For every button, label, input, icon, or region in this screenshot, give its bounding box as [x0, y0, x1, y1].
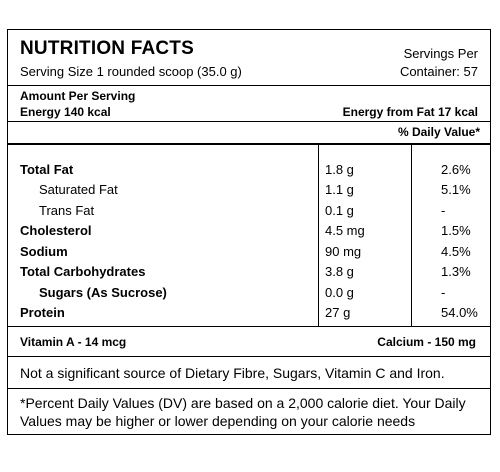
energy-from-fat: Energy from Fat 17 kcal	[342, 105, 478, 119]
nutrient-amount: 4.5 mg	[325, 223, 365, 238]
nutrient-name: Trans Fat	[39, 203, 95, 218]
divider	[8, 388, 490, 389]
vitamin-a: Vitamin A - 14 mcg	[20, 335, 127, 349]
nutrient-dv: -	[441, 285, 446, 300]
daily-value-header: % Daily Value*	[397, 125, 480, 139]
servings-per-line1: Servings Per	[403, 46, 478, 61]
divider	[8, 143, 490, 145]
nutrient-amount: 1.1 g	[325, 182, 354, 197]
nutrient-dv: 5.1%	[441, 182, 471, 197]
footnote: *Percent Daily Values (DV) are based on …	[20, 395, 466, 429]
nutrient-dv: 1.5%	[441, 223, 471, 238]
calcium: Calcium - 150 mg	[377, 335, 476, 349]
nutrient-amount: 27 g	[325, 305, 351, 320]
nutrient-amount: 3.8 g	[325, 264, 354, 279]
serving-size: Serving Size 1 rounded scoop (35.0 g)	[20, 64, 242, 79]
divider	[8, 85, 490, 86]
nutrient-name: Sodium	[20, 244, 68, 259]
column-divider	[318, 145, 319, 326]
nutrient-name: Sugars (As Sucrose)	[39, 285, 167, 300]
nutrient-dv: 4.5%	[441, 244, 471, 259]
nutrient-name: Total Fat	[20, 162, 74, 177]
nutrient-name: Protein	[20, 305, 65, 320]
nutrient-amount: 1.8 g	[325, 162, 354, 177]
energy: Energy 140 kcal	[20, 105, 111, 119]
nutrient-dv: -	[441, 203, 446, 218]
label-title: NUTRITION FACTS	[20, 38, 194, 59]
nutrition-facts-label: NUTRITION FACTS Serving Size 1 rounded s…	[7, 29, 491, 435]
nutrient-dv: 1.3%	[441, 264, 471, 279]
column-divider	[411, 145, 412, 326]
nutrient-amount: 0.0 g	[325, 285, 354, 300]
amount-per-serving: Amount Per Serving	[20, 89, 136, 103]
nutrient-amount: 90 mg	[325, 244, 362, 259]
nutrient-name: Saturated Fat	[39, 182, 118, 197]
divider	[8, 356, 490, 357]
nutrient-dv: 54.0%	[441, 305, 478, 320]
not-significant-note: Not a significant source of Dietary Fibr…	[20, 365, 445, 381]
nutrient-amount: 0.1 g	[325, 203, 354, 218]
nutrient-name: Cholesterol	[20, 223, 92, 238]
divider	[8, 326, 490, 327]
nutrient-name: Total Carbohydrates	[20, 264, 146, 279]
divider	[8, 121, 490, 122]
nutrient-table: Total Fat 1.8 g 2.6% Saturated Fat 1.1 g…	[8, 145, 490, 326]
servings-per-line2: Container: 57	[399, 64, 478, 79]
nutrient-dv: 2.6%	[441, 162, 471, 177]
